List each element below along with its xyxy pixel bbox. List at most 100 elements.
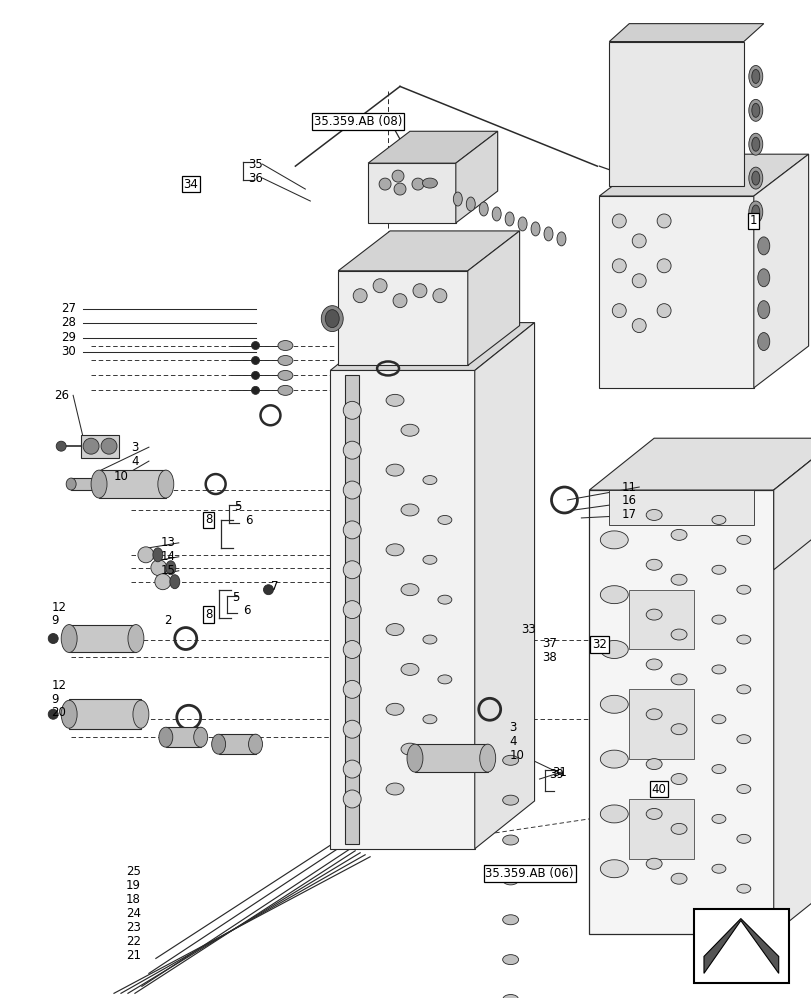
Ellipse shape xyxy=(711,864,725,873)
Ellipse shape xyxy=(736,834,750,843)
Text: 27: 27 xyxy=(61,302,76,315)
Text: 3: 3 xyxy=(509,721,517,734)
Ellipse shape xyxy=(165,561,175,575)
Ellipse shape xyxy=(502,995,518,1000)
Ellipse shape xyxy=(599,860,628,878)
Ellipse shape xyxy=(437,595,451,604)
Text: 9: 9 xyxy=(51,693,58,706)
Ellipse shape xyxy=(502,915,518,925)
Circle shape xyxy=(138,547,153,563)
Ellipse shape xyxy=(159,727,173,747)
Polygon shape xyxy=(589,438,811,490)
Ellipse shape xyxy=(248,734,262,754)
Text: 6: 6 xyxy=(245,514,253,527)
Ellipse shape xyxy=(406,744,423,772)
Ellipse shape xyxy=(502,755,518,765)
Polygon shape xyxy=(165,727,200,747)
Ellipse shape xyxy=(670,823,686,834)
Text: 14: 14 xyxy=(161,550,176,563)
Ellipse shape xyxy=(751,137,759,151)
Ellipse shape xyxy=(646,709,661,720)
Text: 35.359.AB (08): 35.359.AB (08) xyxy=(314,115,402,128)
Circle shape xyxy=(411,178,423,190)
Text: 12: 12 xyxy=(51,601,67,614)
Text: 20: 20 xyxy=(51,706,66,719)
Ellipse shape xyxy=(277,370,293,380)
Ellipse shape xyxy=(504,212,513,226)
Ellipse shape xyxy=(422,178,437,188)
Ellipse shape xyxy=(711,665,725,674)
Text: 40: 40 xyxy=(651,783,666,796)
Text: 25: 25 xyxy=(126,865,140,878)
Ellipse shape xyxy=(646,509,661,520)
Text: 39: 39 xyxy=(549,768,564,781)
Ellipse shape xyxy=(502,835,518,845)
Circle shape xyxy=(343,561,361,579)
Ellipse shape xyxy=(711,765,725,774)
Circle shape xyxy=(393,183,406,195)
Polygon shape xyxy=(414,744,487,772)
Ellipse shape xyxy=(670,674,686,685)
Ellipse shape xyxy=(91,470,107,498)
Circle shape xyxy=(372,279,387,293)
Circle shape xyxy=(379,178,391,190)
Circle shape xyxy=(251,386,260,394)
Polygon shape xyxy=(608,490,753,525)
Circle shape xyxy=(343,790,361,808)
Ellipse shape xyxy=(711,565,725,574)
Ellipse shape xyxy=(748,201,762,223)
Text: 17: 17 xyxy=(620,508,636,521)
Circle shape xyxy=(632,234,646,248)
Text: 36: 36 xyxy=(248,172,263,185)
Ellipse shape xyxy=(711,615,725,624)
Ellipse shape xyxy=(385,464,404,476)
Polygon shape xyxy=(589,490,773,934)
Polygon shape xyxy=(753,154,808,388)
Ellipse shape xyxy=(599,695,628,713)
Text: 21: 21 xyxy=(126,949,141,962)
Polygon shape xyxy=(367,131,497,163)
Circle shape xyxy=(155,574,170,590)
Text: 37: 37 xyxy=(542,637,556,650)
Ellipse shape xyxy=(751,69,759,83)
Text: 34: 34 xyxy=(183,178,198,191)
Ellipse shape xyxy=(736,585,750,594)
Polygon shape xyxy=(608,24,763,42)
Circle shape xyxy=(343,401,361,419)
Text: 38: 38 xyxy=(542,651,556,664)
Circle shape xyxy=(611,259,625,273)
Polygon shape xyxy=(467,231,519,365)
Ellipse shape xyxy=(670,774,686,785)
Text: 7: 7 xyxy=(271,580,279,593)
Ellipse shape xyxy=(736,785,750,793)
Polygon shape xyxy=(69,625,135,652)
Circle shape xyxy=(353,289,367,303)
Circle shape xyxy=(343,641,361,658)
Ellipse shape xyxy=(517,217,526,231)
Ellipse shape xyxy=(401,663,418,675)
Text: 4: 4 xyxy=(131,455,138,468)
Text: 24: 24 xyxy=(126,907,141,920)
Ellipse shape xyxy=(385,624,404,636)
Polygon shape xyxy=(99,470,165,498)
Ellipse shape xyxy=(670,629,686,640)
Circle shape xyxy=(656,304,670,318)
Ellipse shape xyxy=(194,727,208,747)
Ellipse shape xyxy=(670,529,686,540)
Polygon shape xyxy=(330,323,534,370)
Text: 5: 5 xyxy=(234,500,242,513)
Polygon shape xyxy=(218,734,255,754)
Circle shape xyxy=(343,680,361,698)
Ellipse shape xyxy=(401,584,418,596)
Circle shape xyxy=(413,284,427,298)
Ellipse shape xyxy=(757,333,769,351)
Ellipse shape xyxy=(599,750,628,768)
Polygon shape xyxy=(69,699,141,729)
Circle shape xyxy=(251,371,260,379)
Polygon shape xyxy=(629,799,693,859)
Ellipse shape xyxy=(646,858,661,869)
Ellipse shape xyxy=(751,171,759,185)
Ellipse shape xyxy=(757,301,769,319)
Ellipse shape xyxy=(385,544,404,556)
Text: 22: 22 xyxy=(126,935,141,948)
